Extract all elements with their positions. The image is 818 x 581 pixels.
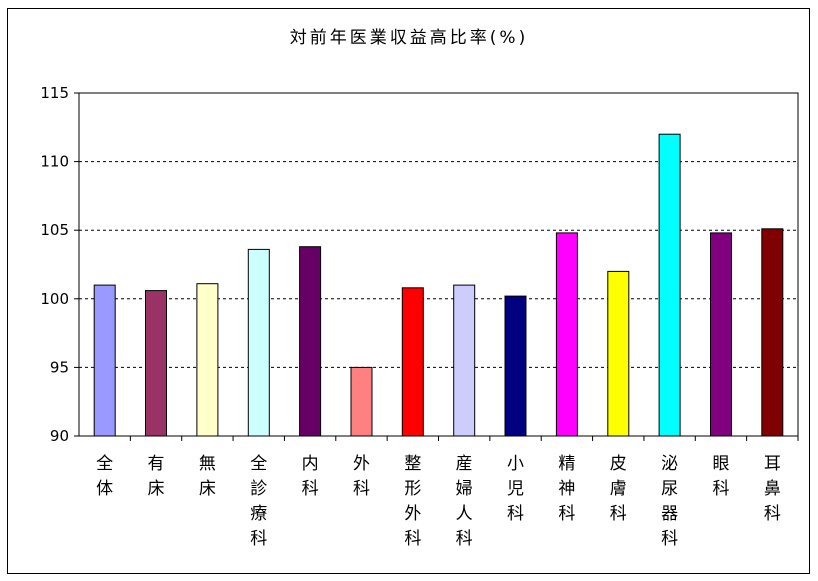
bar-0 bbox=[93, 284, 116, 437]
bar-13 bbox=[761, 228, 784, 437]
y-axis-ticks: 90 95 100 105 110 115 bbox=[40, 84, 79, 445]
x-category-label: 外科 bbox=[353, 454, 370, 499]
x-category-label: 全診療科 bbox=[250, 454, 267, 549]
chart-title: 対前年医業収益高比率(%) bbox=[290, 28, 528, 48]
x-category-label: 泌尿器科 bbox=[661, 454, 678, 549]
bar-5 bbox=[350, 366, 373, 437]
x-category-label: 精神科 bbox=[558, 454, 575, 524]
bar-8 bbox=[504, 295, 527, 437]
x-category-label: 眼科 bbox=[712, 454, 729, 499]
plot-area bbox=[78, 92, 799, 437]
y-tick-label: 105 bbox=[40, 221, 69, 239]
grid-lines bbox=[79, 161, 798, 368]
x-category-label: 小児科 bbox=[507, 454, 524, 524]
x-category-label: 無床 bbox=[199, 454, 216, 499]
x-category-label: 有床 bbox=[148, 454, 165, 499]
y-tick-label: 115 bbox=[40, 84, 69, 102]
y-tick-label: 95 bbox=[50, 358, 69, 376]
bar-12 bbox=[710, 232, 732, 437]
x-category-label: 内科 bbox=[302, 454, 319, 499]
x-category-label: 産婦人科 bbox=[456, 454, 473, 549]
bar-4 bbox=[299, 246, 322, 437]
bar-9 bbox=[555, 232, 578, 437]
bar-10 bbox=[607, 270, 630, 437]
bar-11 bbox=[658, 133, 681, 437]
chart-area: 対前年医業収益高比率(%) 90 95 100 105 110 115 全体 有床 無床 全診療… bbox=[7, 8, 810, 574]
y-tick-label: 110 bbox=[40, 153, 69, 171]
x-category-label: 耳鼻科 bbox=[764, 454, 781, 524]
bar-1 bbox=[145, 290, 167, 437]
y-tick-label: 90 bbox=[50, 427, 69, 445]
bar-2 bbox=[196, 283, 219, 437]
bar-6 bbox=[401, 287, 424, 437]
bar-3 bbox=[247, 248, 270, 437]
bars bbox=[93, 133, 784, 437]
x-category-label: 全体 bbox=[96, 454, 113, 499]
x-category-label: 整形外科 bbox=[404, 454, 421, 549]
y-tick-label: 100 bbox=[40, 290, 69, 308]
bar-7 bbox=[453, 284, 476, 437]
x-category-label: 皮膚科 bbox=[610, 454, 627, 524]
